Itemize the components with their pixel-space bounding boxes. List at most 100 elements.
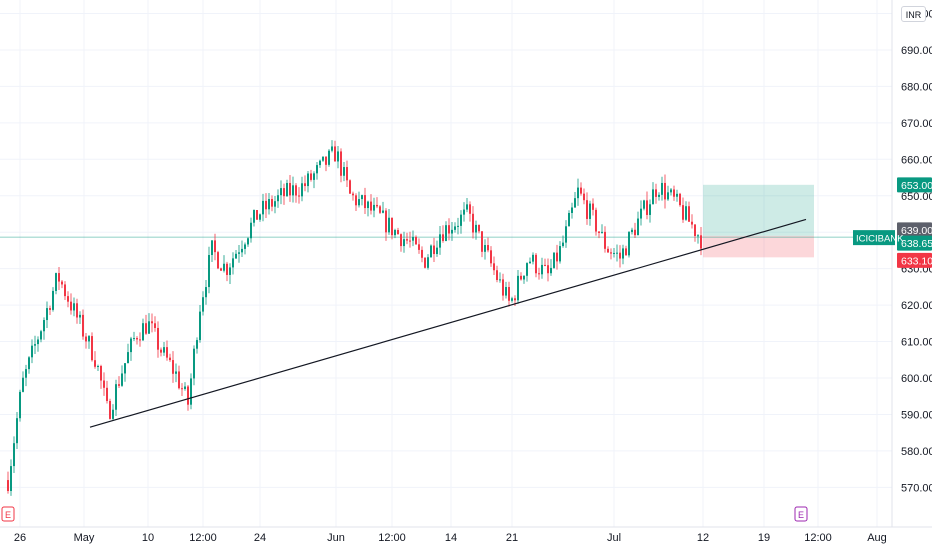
- candle-body: [664, 182, 666, 200]
- candle-body: [514, 298, 516, 301]
- candle-body: [100, 365, 102, 381]
- y-tick-label: 570.00: [901, 482, 932, 494]
- candle-body: [694, 224, 696, 236]
- event-marker[interactable]: [794, 506, 808, 522]
- x-tick-label: 10: [142, 532, 154, 544]
- loss-zone[interactable]: [703, 235, 814, 258]
- profit-zone[interactable]: [703, 184, 814, 236]
- candle-body: [508, 287, 510, 301]
- candle-body: [109, 400, 111, 419]
- candle-body: [22, 377, 24, 392]
- symbol-tag-label: ICICIBANK: [856, 234, 904, 245]
- x-tick-label: Jun: [327, 532, 345, 544]
- trendline[interactable]: [89, 218, 807, 428]
- candle-body: [481, 231, 483, 252]
- y-tick-label: 680.00: [901, 81, 932, 93]
- candle-body: [424, 257, 426, 268]
- candle-body: [571, 207, 573, 213]
- candle-body: [289, 182, 291, 196]
- candle-body: [346, 167, 348, 181]
- candle-body: [382, 210, 384, 213]
- candle-body: [46, 308, 48, 321]
- candle-body: [541, 264, 543, 275]
- candle-body: [619, 252, 621, 259]
- candle-body: [352, 193, 354, 196]
- candle-body: [370, 201, 372, 211]
- price-tag: [897, 252, 932, 268]
- candle-body: [142, 323, 144, 341]
- candle-body: [115, 384, 117, 410]
- candle-body: [658, 194, 660, 197]
- candle-body: [604, 231, 606, 249]
- candle-body: [133, 338, 135, 340]
- y-tick-label: 690.00: [901, 45, 932, 57]
- event-marker[interactable]: [1, 506, 15, 522]
- candle-body: [631, 229, 633, 233]
- candle-body: [502, 279, 504, 296]
- candle-body: [283, 188, 285, 197]
- candle-body: [28, 357, 30, 370]
- candle-body: [193, 348, 195, 379]
- candle-body: [250, 222, 252, 239]
- candle-body: [16, 418, 18, 444]
- candle-body: [169, 357, 171, 361]
- candle-body: [52, 290, 54, 310]
- price-axis[interactable]: 570.00580.00590.00600.00610.00620.00630.…: [901, 9, 932, 495]
- candle-body: [358, 199, 360, 206]
- candle-body: [106, 387, 108, 401]
- candle-body: [259, 214, 261, 220]
- x-tick-label: 14: [445, 532, 457, 544]
- candle-body: [298, 195, 300, 197]
- y-tick-label: 600.00: [901, 373, 932, 385]
- symbol-tag-box: [853, 230, 895, 246]
- candle-body: [433, 245, 435, 255]
- candle-body: [331, 146, 333, 151]
- candle-body: [211, 240, 213, 256]
- position-zones[interactable]: [703, 184, 814, 258]
- currency-button[interactable]: INR: [901, 6, 926, 22]
- candle-body: [199, 311, 201, 341]
- candle-body: [25, 369, 27, 378]
- candle-body: [10, 466, 12, 491]
- candle-body: [97, 365, 99, 367]
- candle-body: [265, 200, 267, 210]
- candle-body: [307, 173, 309, 187]
- candle-body: [436, 247, 438, 255]
- x-tick-label: 19: [758, 532, 770, 544]
- candle-body: [511, 298, 513, 301]
- candle-body: [172, 360, 174, 374]
- candle-body: [325, 156, 327, 165]
- candle-body: [421, 249, 423, 258]
- candle-body: [532, 254, 534, 262]
- candle-body: [391, 217, 393, 236]
- candle-body: [403, 239, 405, 247]
- candle-body: [697, 235, 699, 237]
- candle-body: [148, 321, 150, 334]
- candle-body: [70, 301, 72, 311]
- time-axis[interactable]: 26 May 10 12:00 24 Jun 12:00 14 21 Jul 12 19 12:00 Au…: [14, 532, 887, 544]
- candle-body: [355, 195, 357, 206]
- candle-body: [409, 240, 411, 242]
- candle-body: [580, 187, 582, 194]
- candle-body: [592, 203, 594, 210]
- candle-body: [208, 255, 210, 288]
- candle-body: [610, 252, 612, 254]
- candle-body: [31, 345, 33, 358]
- event-marker-label: E: [798, 510, 804, 520]
- candle-body: [178, 371, 180, 389]
- candle-body: [685, 206, 687, 220]
- candle-body: [520, 275, 522, 280]
- candle-body: [574, 198, 576, 208]
- candle-body: [565, 226, 567, 243]
- candle-body: [385, 210, 387, 233]
- candle-body: [88, 336, 90, 342]
- candle-body: [136, 338, 138, 340]
- candle-body: [190, 378, 192, 405]
- candle-body: [232, 258, 234, 268]
- candle-body: [226, 263, 228, 275]
- candle-body: [166, 347, 168, 358]
- candle-body: [412, 236, 414, 241]
- candle-body: [319, 160, 321, 166]
